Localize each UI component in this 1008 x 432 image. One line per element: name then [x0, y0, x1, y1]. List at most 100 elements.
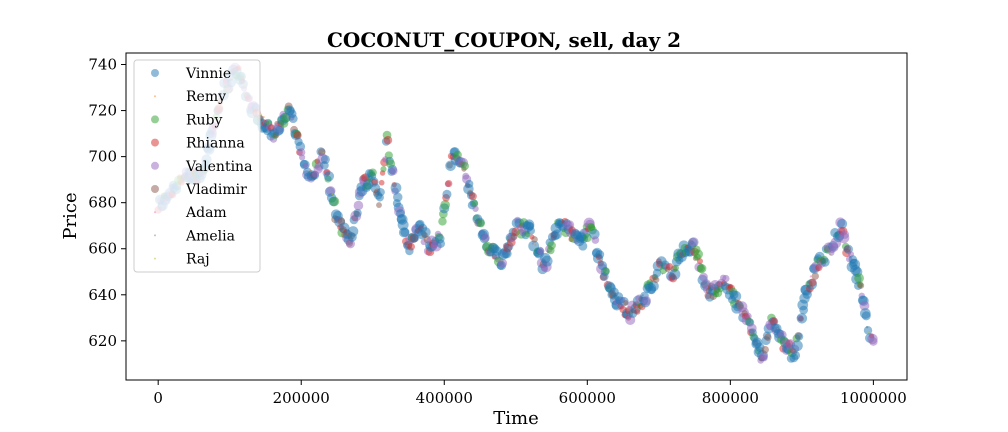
- chart-title: COCONUT_COUPON, sell, day 2: [327, 28, 681, 52]
- data-point-vinnie: [353, 208, 362, 218]
- y-axis-label: Price: [60, 192, 81, 239]
- data-point-vinnie: [791, 350, 801, 360]
- data-point-vladimir: [811, 272, 819, 280]
- legend-label: Raj: [186, 252, 210, 268]
- data-point-valentina: [761, 354, 768, 362]
- data-point-valentina: [869, 337, 878, 346]
- data-point-vinnie: [393, 192, 403, 202]
- data-point-vinnie: [420, 227, 431, 238]
- data-point-vinnie: [526, 226, 536, 235]
- data-point-vinnie: [442, 189, 452, 199]
- data-point-ruby: [854, 273, 864, 284]
- data-point-vinnie: [275, 125, 285, 135]
- legend-marker: [151, 69, 159, 77]
- data-point-ruby: [582, 233, 592, 243]
- legend-marker: [154, 234, 156, 237]
- data-point-ruby: [460, 161, 470, 171]
- data-point-ruby: [602, 267, 610, 275]
- data-point-adam: [809, 275, 812, 278]
- data-point-rhianna: [407, 242, 416, 251]
- x-tick-label: 400000: [416, 389, 473, 407]
- data-point-vinnie: [863, 326, 873, 335]
- data-point-rhianna: [808, 278, 817, 287]
- data-point-vinnie: [669, 268, 681, 280]
- y-tick-label: 660: [88, 240, 117, 258]
- data-point-ruby: [380, 166, 387, 173]
- data-point-vladimir: [623, 300, 629, 306]
- data-point-remy: [262, 116, 265, 119]
- legend-label: Ruby: [186, 112, 223, 128]
- data-point-valentina: [840, 230, 850, 239]
- data-point-vinnie: [288, 114, 298, 124]
- data-point-valentina: [389, 166, 398, 176]
- data-point-valentina: [353, 200, 364, 211]
- data-point-valentina: [537, 247, 545, 255]
- data-point-vinnie: [861, 311, 871, 321]
- data-point-vinnie: [796, 313, 808, 324]
- data-point-vladimir: [531, 236, 538, 243]
- legend-marker: [151, 115, 159, 124]
- x-tick-label: 0: [153, 389, 163, 407]
- data-point-rhianna: [383, 135, 393, 145]
- x-axis: 0 200000 400000 600000 800000 1000000: [153, 380, 907, 407]
- data-point-ruby: [440, 200, 450, 210]
- y-tick-label: 680: [88, 194, 117, 212]
- data-point-valentina: [497, 258, 508, 268]
- data-point-raj: [867, 330, 870, 333]
- data-point-vinnie: [323, 171, 335, 182]
- x-tick-label: 800000: [702, 389, 759, 407]
- data-point-vinnie: [820, 257, 830, 267]
- data-point-amelia: [425, 233, 428, 236]
- data-point-ruby: [476, 219, 485, 228]
- data-point-vladimir: [761, 345, 769, 354]
- legend-marker: [154, 211, 156, 214]
- data-point-rhianna: [468, 192, 477, 201]
- data-point-vladimir: [376, 202, 382, 208]
- data-point-rhianna: [445, 179, 453, 188]
- data-point-vinnie: [551, 229, 562, 240]
- data-point-raj: [322, 151, 325, 154]
- data-point-vinnie: [578, 241, 588, 251]
- data-point-vinnie: [730, 290, 742, 302]
- data-point-ruby: [281, 113, 291, 123]
- data-point-vinnie: [400, 227, 410, 237]
- data-point-valentina: [688, 237, 699, 248]
- legend-label: Vladimir: [185, 182, 247, 198]
- data-point-vinnie: [791, 340, 803, 352]
- y-tick-label: 620: [88, 332, 117, 350]
- data-point-amelia: [440, 233, 443, 236]
- legend-marker: [154, 95, 156, 98]
- data-point-vinnie: [541, 255, 553, 267]
- data-point-ruby: [471, 199, 479, 208]
- data-point-vladimir: [764, 333, 772, 342]
- y-tick-label: 720: [88, 102, 117, 120]
- data-point-valentina: [859, 300, 870, 311]
- legend-marker: [151, 185, 159, 193]
- data-point-vinnie: [320, 154, 330, 165]
- x-tick-label: 200000: [273, 389, 330, 407]
- data-point-valentina: [481, 233, 490, 243]
- data-point-valentina: [472, 205, 479, 212]
- data-point-valentina: [699, 272, 708, 282]
- plot-frame: [125, 52, 908, 381]
- data-point-vinnie: [376, 188, 385, 197]
- data-point-vinnie: [347, 226, 359, 237]
- data-point-ruby: [368, 168, 377, 177]
- data-point-vladimir: [857, 282, 865, 289]
- legend-marker: [154, 257, 156, 260]
- x-tick-label: 600000: [559, 389, 616, 407]
- data-point-vinnie: [595, 250, 605, 259]
- data-point-vinnie: [837, 218, 848, 229]
- y-axis: 620 640 660 680 700 720 740: [88, 56, 126, 350]
- data-point-vinnie: [465, 179, 474, 188]
- data-point-vinnie: [397, 219, 409, 231]
- data-point-vladimir: [652, 276, 660, 283]
- data-point-rhianna: [378, 179, 385, 186]
- data-point-ruby: [438, 217, 447, 226]
- data-point-vinnie: [799, 305, 809, 315]
- y-tick-label: 640: [88, 286, 117, 304]
- data-point-valentina: [299, 154, 306, 161]
- legend-label: Rhianna: [186, 136, 245, 152]
- legend-label: Amelia: [185, 228, 235, 244]
